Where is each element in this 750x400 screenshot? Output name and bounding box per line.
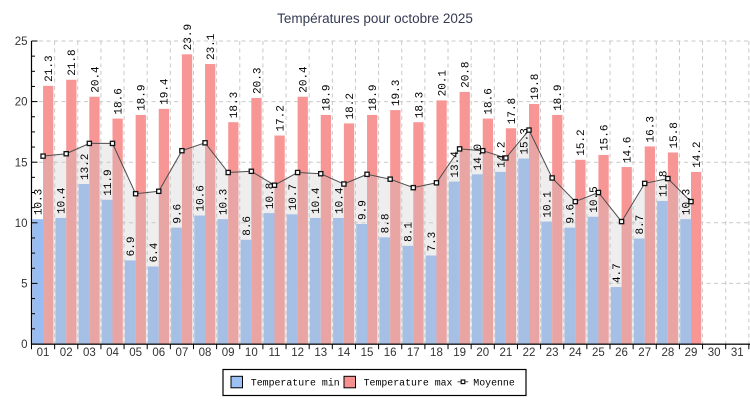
svg-text:29: 29 (685, 347, 698, 359)
svg-text:07: 07 (176, 347, 189, 359)
svg-text:Temperature min: Temperature min (251, 378, 340, 389)
svg-text:20: 20 (476, 347, 489, 359)
svg-text:19.4: 19.4 (160, 78, 172, 105)
svg-text:21.8: 21.8 (67, 49, 79, 75)
svg-text:10.4: 10.4 (334, 187, 346, 214)
svg-text:Températures pour octobre 2025: Températures pour octobre 2025 (277, 11, 473, 26)
svg-text:Moyenne: Moyenne (473, 378, 515, 389)
svg-text:8.6: 8.6 (242, 216, 254, 236)
svg-text:21.3: 21.3 (44, 55, 56, 81)
svg-text:20.3: 20.3 (252, 68, 264, 94)
svg-text:10.3: 10.3 (33, 189, 45, 215)
svg-text:19.3: 19.3 (391, 80, 403, 106)
svg-text:16.3: 16.3 (646, 116, 658, 142)
svg-text:17.8: 17.8 (507, 98, 519, 124)
svg-text:10: 10 (245, 347, 258, 359)
svg-text:11.9: 11.9 (103, 169, 115, 195)
svg-text:10.6: 10.6 (195, 185, 207, 211)
svg-text:18.3: 18.3 (414, 92, 426, 118)
svg-text:9.9: 9.9 (357, 200, 369, 220)
svg-text:01: 01 (37, 347, 50, 359)
svg-text:16: 16 (384, 347, 397, 359)
svg-text:10.3: 10.3 (219, 189, 231, 215)
svg-text:18.9: 18.9 (368, 85, 380, 111)
svg-text:4.7: 4.7 (612, 263, 624, 283)
svg-text:9.6: 9.6 (172, 204, 184, 224)
svg-text:31: 31 (731, 347, 744, 359)
svg-text:8.1: 8.1 (404, 222, 416, 242)
svg-text:20.1: 20.1 (437, 70, 449, 97)
svg-text:7.3: 7.3 (427, 232, 439, 252)
svg-text:14: 14 (337, 347, 350, 359)
svg-text:19: 19 (453, 347, 466, 359)
svg-text:0: 0 (21, 339, 27, 351)
svg-text:8.7: 8.7 (635, 215, 647, 235)
svg-text:20.4: 20.4 (90, 66, 102, 93)
svg-text:25: 25 (592, 347, 605, 359)
svg-text:10.5: 10.5 (589, 186, 601, 212)
svg-text:6.4: 6.4 (149, 242, 161, 262)
svg-text:19.8: 19.8 (530, 74, 542, 100)
svg-text:10.7: 10.7 (288, 184, 300, 210)
svg-text:14.0: 14.0 (473, 144, 485, 170)
svg-text:23.1: 23.1 (206, 33, 218, 60)
svg-text:15.2: 15.2 (576, 129, 588, 155)
svg-text:15.8: 15.8 (669, 122, 681, 148)
svg-text:06: 06 (152, 347, 165, 359)
svg-text:30: 30 (708, 347, 721, 359)
svg-text:18.9: 18.9 (322, 85, 334, 111)
svg-text:18.6: 18.6 (484, 88, 496, 114)
svg-text:6.9: 6.9 (126, 237, 138, 257)
svg-text:02: 02 (60, 347, 73, 359)
svg-text:14.2: 14.2 (496, 141, 508, 167)
svg-text:11.8: 11.8 (658, 171, 670, 197)
svg-text:09: 09 (222, 347, 235, 359)
svg-text:15: 15 (361, 347, 374, 359)
svg-text:18.9: 18.9 (553, 85, 565, 111)
svg-text:03: 03 (83, 347, 96, 359)
svg-text:11: 11 (268, 347, 280, 359)
svg-text:18.9: 18.9 (137, 85, 149, 111)
svg-text:18.2: 18.2 (345, 93, 357, 119)
svg-text:10.4: 10.4 (57, 187, 69, 214)
svg-text:14.6: 14.6 (623, 137, 635, 163)
svg-text:8.8: 8.8 (381, 214, 393, 234)
svg-text:21: 21 (499, 347, 512, 359)
svg-text:25: 25 (15, 36, 28, 48)
svg-text:26: 26 (615, 347, 628, 359)
svg-text:10.1: 10.1 (543, 191, 555, 218)
svg-text:13.4: 13.4 (450, 151, 462, 178)
svg-text:10.3: 10.3 (681, 189, 693, 215)
svg-text:10.8: 10.8 (265, 183, 277, 209)
svg-text:15: 15 (15, 157, 28, 169)
svg-text:Temperature max: Temperature max (364, 378, 453, 389)
svg-text:17.2: 17.2 (275, 105, 287, 131)
svg-text:5: 5 (21, 279, 27, 291)
svg-text:20.8: 20.8 (461, 61, 473, 87)
svg-text:24: 24 (569, 347, 582, 359)
svg-text:18.3: 18.3 (229, 92, 241, 118)
svg-text:22: 22 (523, 347, 536, 359)
svg-text:04: 04 (106, 347, 119, 359)
svg-text:23: 23 (546, 347, 559, 359)
svg-text:20.4: 20.4 (299, 66, 311, 93)
svg-text:12: 12 (291, 347, 304, 359)
svg-text:10.4: 10.4 (311, 187, 323, 214)
svg-text:20: 20 (15, 97, 28, 109)
svg-text:23.9: 23.9 (183, 24, 195, 50)
svg-text:08: 08 (199, 347, 212, 359)
svg-text:28: 28 (661, 347, 674, 359)
svg-text:17: 17 (407, 347, 420, 359)
svg-text:15.3: 15.3 (519, 128, 531, 154)
svg-text:15.6: 15.6 (599, 125, 611, 151)
svg-text:27: 27 (638, 347, 651, 359)
svg-text:18: 18 (430, 347, 443, 359)
svg-text:10: 10 (15, 218, 28, 230)
svg-text:13.2: 13.2 (80, 154, 92, 180)
svg-text:13: 13 (314, 347, 327, 359)
svg-text:14.2: 14.2 (692, 141, 704, 167)
svg-text:9.6: 9.6 (566, 204, 578, 224)
svg-text:05: 05 (129, 347, 142, 359)
svg-text:18.6: 18.6 (113, 88, 125, 114)
